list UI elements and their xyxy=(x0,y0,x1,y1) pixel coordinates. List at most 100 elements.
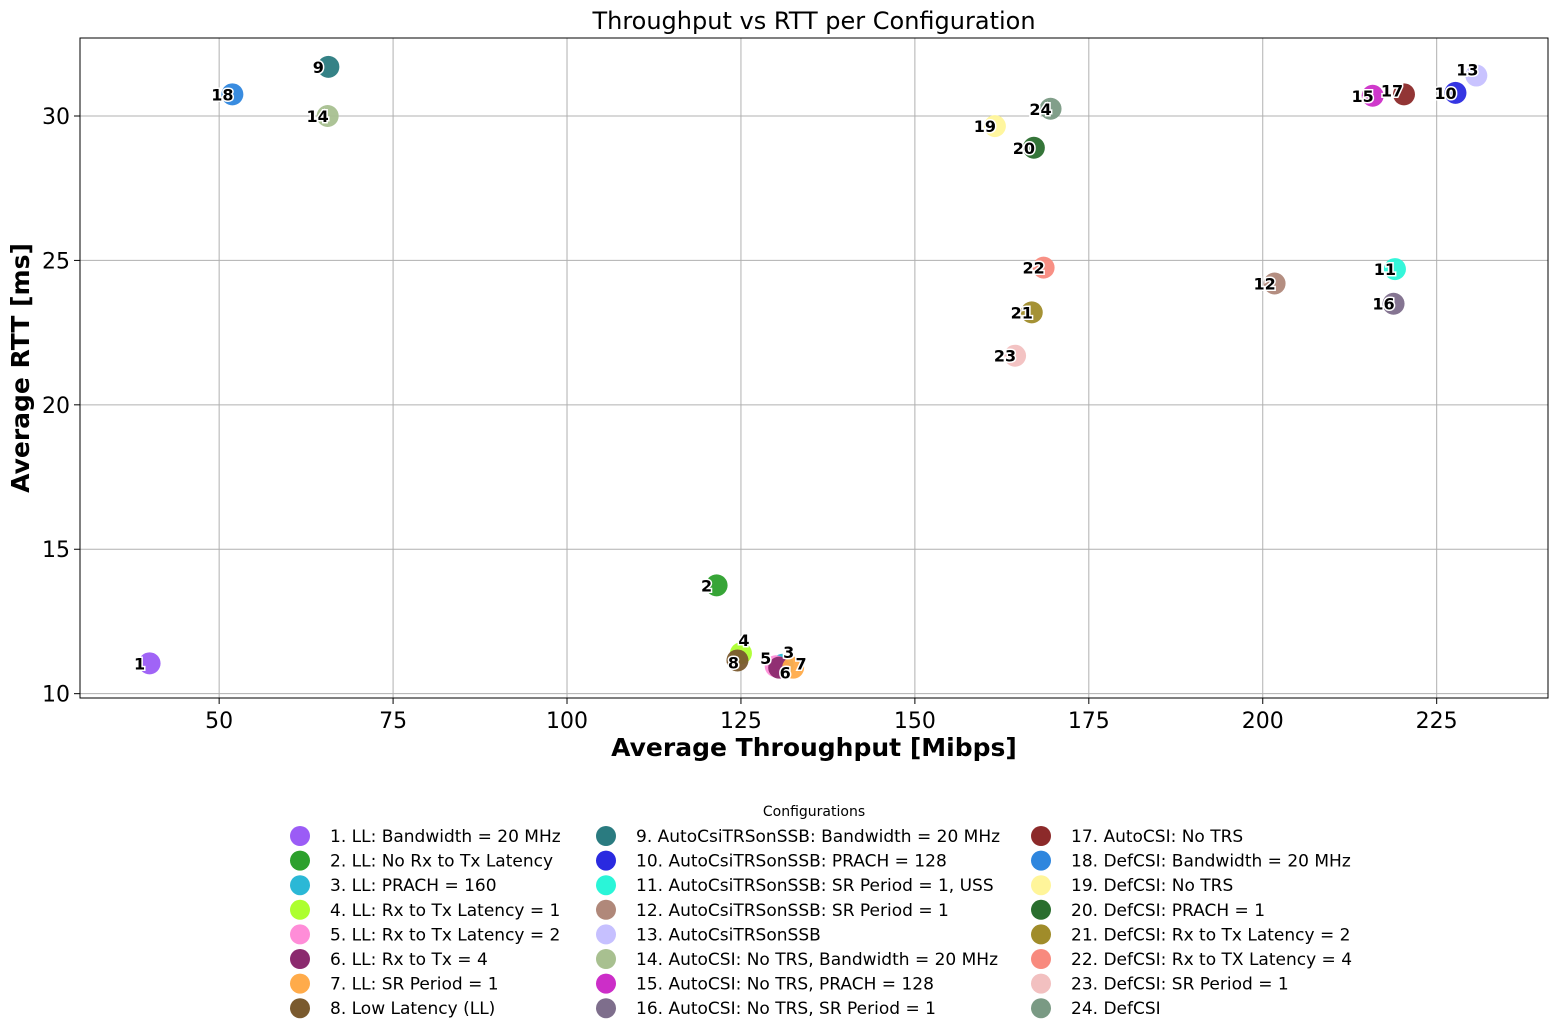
x-tick-label: 100 xyxy=(546,709,588,734)
legend-item-12: 12. AutoCsiTRSonSSB: SR Period = 1 xyxy=(636,901,949,921)
legend-marker-14 xyxy=(596,949,616,969)
point-19 xyxy=(983,115,1006,138)
legend-marker-15 xyxy=(596,973,616,994)
legend-marker-16 xyxy=(596,998,616,1019)
legend-marker-19 xyxy=(1031,875,1051,896)
point-20 xyxy=(1022,136,1045,159)
legend-item-8: 8. Low Latency (LL) xyxy=(330,999,495,1019)
point-label-22: 22 xyxy=(1022,259,1044,278)
point-label-4: 4 xyxy=(738,631,749,650)
point-label-21: 21 xyxy=(1011,303,1033,322)
legend-item-6: 6. LL: Rx to Tx = 4 xyxy=(330,950,488,970)
legend-marker-6 xyxy=(290,949,310,969)
legend-marker-9 xyxy=(596,826,616,846)
chart-title: Throughput vs RTT per Configuration xyxy=(591,7,1035,35)
point-9 xyxy=(317,55,340,78)
point-8 xyxy=(726,649,749,672)
point-label-10: 10 xyxy=(1434,84,1456,103)
x-tick-label: 125 xyxy=(720,709,762,734)
point-label-17: 17 xyxy=(1381,81,1403,100)
legend-marker-4 xyxy=(290,899,310,920)
y-tick-label: 15 xyxy=(42,538,70,563)
x-axis-ticks: 50 75 100 125 150 175 200 225 xyxy=(205,698,1458,734)
point-21 xyxy=(1020,301,1043,324)
legend-marker-21 xyxy=(1031,924,1051,945)
legend-item-19: 19. DefCSI: No TRS xyxy=(1071,876,1233,896)
point-24 xyxy=(1039,97,1062,120)
point-label-16: 16 xyxy=(1372,295,1394,314)
y-axis-ticks: 10 15 20 25 30 xyxy=(42,105,80,708)
legend-item-20: 20. DefCSI: PRACH = 1 xyxy=(1071,901,1265,921)
x-tick-label: 200 xyxy=(1242,709,1284,734)
point-label-7: 7 xyxy=(796,655,807,674)
legend-item-10: 10. AutoCsiTRSonSSB: PRACH = 128 xyxy=(636,852,947,872)
x-tick-label: 175 xyxy=(1068,709,1110,734)
legend-marker-22 xyxy=(1031,949,1051,969)
legend-item-2: 2. LL: No Rx to Tx Latency xyxy=(330,852,553,872)
point-label-3: 3 xyxy=(783,643,794,662)
x-tick-label: 50 xyxy=(205,709,233,734)
point-label-11: 11 xyxy=(1374,260,1396,279)
point-label-23: 23 xyxy=(994,347,1016,366)
x-tick-label: 75 xyxy=(379,709,407,734)
legend-marker-3 xyxy=(290,875,310,896)
point-label-19: 19 xyxy=(974,117,996,136)
legend-item-3: 3. LL: PRACH = 160 xyxy=(330,876,497,896)
legend-marker-18 xyxy=(1031,850,1051,871)
point-label-15: 15 xyxy=(1352,87,1374,106)
x-tick-label: 150 xyxy=(894,709,936,734)
point-18 xyxy=(221,83,244,106)
legend-item-14: 14. AutoCSI: No TRS, Bandwidth = 20 MHz xyxy=(636,950,998,970)
legend: Configurations 1. LL: Bandwidth = 20 MHz… xyxy=(290,804,1352,1019)
legend-marker-11 xyxy=(596,875,616,896)
point-17 xyxy=(1392,83,1415,106)
legend-marker-1 xyxy=(290,826,310,846)
y-tick-label: 25 xyxy=(42,249,70,274)
point-label-8: 8 xyxy=(728,653,739,672)
x-axis-title: Average Throughput [Mibps] xyxy=(611,733,1017,762)
point-23 xyxy=(1004,344,1027,367)
point-label-13: 13 xyxy=(1456,61,1478,80)
point-label-1: 1 xyxy=(134,654,145,673)
legend-item-15: 15. AutoCSI: No TRS, PRACH = 128 xyxy=(636,975,934,995)
y-axis-title: Average RTT [ms] xyxy=(6,243,35,493)
point-10 xyxy=(1444,81,1467,104)
legend-marker-5 xyxy=(290,924,310,945)
x-tick-label: 225 xyxy=(1416,709,1458,734)
legend-title: Configurations xyxy=(763,804,865,820)
point-2 xyxy=(705,574,728,597)
plot-frame xyxy=(79,37,1549,699)
legend-item-9: 9. AutoCsiTRSonSSB: Bandwidth = 20 MHz xyxy=(636,827,1000,847)
legend-item-13: 13. AutoCsiTRSonSSB xyxy=(636,925,821,945)
y-tick-label: 30 xyxy=(42,105,70,130)
legend-marker-8 xyxy=(290,998,310,1019)
legend-item-7: 7. LL: SR Period = 1 xyxy=(330,975,499,995)
point-7 xyxy=(782,656,805,679)
legend-item-23: 23. DefCSI: SR Period = 1 xyxy=(1071,975,1289,995)
point-label-24: 24 xyxy=(1029,100,1051,119)
legend-item-24: 24. DefCSI xyxy=(1071,999,1161,1019)
grid-lines xyxy=(80,38,1548,698)
point-11 xyxy=(1383,258,1406,281)
legend-item-21: 21. DefCSI: Rx to Tx Latency = 2 xyxy=(1071,925,1350,945)
legend-item-17: 17. AutoCSI: No TRS xyxy=(1071,827,1243,847)
legend-marker-12 xyxy=(596,899,616,920)
point-label-18: 18 xyxy=(211,85,233,104)
legend-marker-7 xyxy=(290,973,310,994)
point-label-2: 2 xyxy=(701,576,712,595)
point-label-14: 14 xyxy=(307,107,329,126)
point-1 xyxy=(138,652,161,675)
point-label-5: 5 xyxy=(760,649,771,668)
legend-marker-20 xyxy=(1031,899,1051,920)
legend-item-4: 4. LL: Rx to Tx Latency = 1 xyxy=(330,901,560,921)
legend-marker-17 xyxy=(1031,826,1051,846)
point-label-6: 6 xyxy=(780,664,791,683)
point-label-9: 9 xyxy=(313,58,324,77)
legend-marker-23 xyxy=(1031,973,1051,994)
legend-marker-10 xyxy=(596,850,616,871)
plot-background xyxy=(80,38,1548,698)
point-label-12: 12 xyxy=(1253,275,1275,294)
legend-item-11: 11. AutoCsiTRSonSSB: SR Period = 1, USS xyxy=(636,876,994,896)
legend-marker-2 xyxy=(290,850,310,871)
y-tick-label: 20 xyxy=(42,394,70,419)
